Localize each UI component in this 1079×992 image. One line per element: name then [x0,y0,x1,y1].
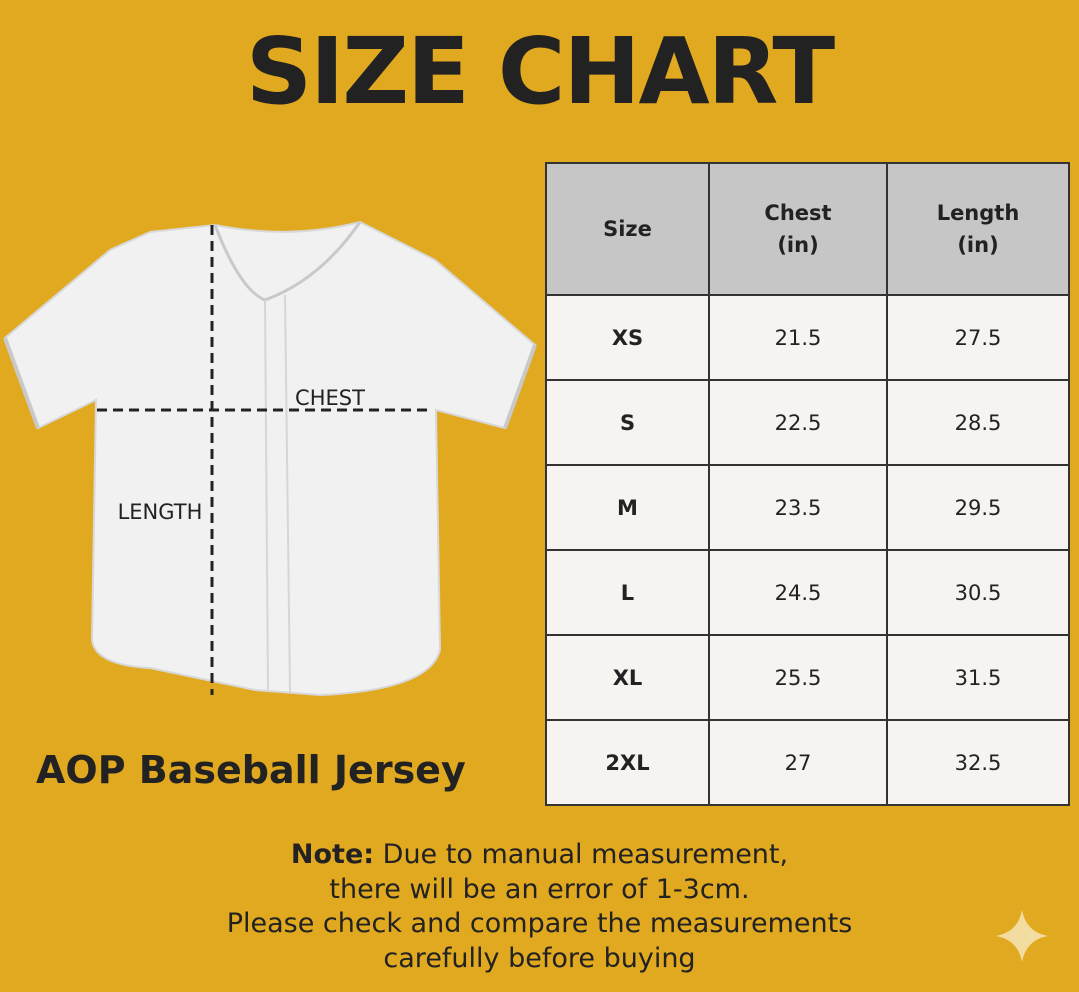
table-cell: L [545,549,710,636]
table-cell: 23.5 [708,464,888,551]
header-text: (in) [777,233,819,257]
product-name: AOP Baseball Jersey [36,748,466,792]
table-row: S 22.5 28.5 [545,379,1070,466]
table-cell: M [545,464,710,551]
table-cell: 27 [708,719,888,806]
table-cell: 27.5 [886,294,1070,381]
size-table: Size Chest (in) Length (in) XS 21.5 27.5 S 22.5 28… [545,162,1070,806]
table-cell: 21.5 [708,294,888,381]
table-cell: 30.5 [886,549,1070,636]
header-text: (in) [957,233,999,257]
table-cell: 24.5 [708,549,888,636]
sleeve-trim [3,337,537,429]
note-line: Please check and compare the measurement… [0,907,1079,942]
collar [213,221,362,302]
chest-label: CHEST [295,386,365,410]
table-cell: 28.5 [886,379,1070,466]
table-cell: 22.5 [708,379,888,466]
jersey-shape [3,220,537,697]
table-row: XS 21.5 27.5 [545,294,1070,381]
note-line: Note: Due to manual measurement, [0,838,1079,873]
note-text: Due to manual measurement, [382,839,789,870]
note-text: Please check and compare the measurement… [226,908,853,939]
table-row: L 24.5 30.5 [545,549,1070,636]
note-line: carefully before buying [0,942,1079,977]
header-text: Length [936,201,1020,225]
table-row: XL 25.5 31.5 [545,634,1070,721]
header-row: Size Chest (in) Length (in) [545,162,1070,296]
header-cell: Chest (in) [708,162,888,296]
length-label: LENGTH [118,500,203,524]
table-cell: 32.5 [886,719,1070,806]
title: SIZE CHART [245,18,835,125]
header-text: Chest [764,201,832,225]
jersey-diagram: CHEST LENGTH [3,220,537,697]
table-cell: XS [545,294,710,381]
header-cell: Size [545,162,710,296]
table-cell: 2XL [545,719,710,806]
sparkle [996,910,1048,962]
note-text: there will be an error of 1-3cm. [329,873,750,905]
table-cell: S [545,379,710,466]
placket [264,294,291,693]
table-row: 2XL 27 32.5 [545,719,1070,806]
table-cell: 31.5 [886,634,1070,721]
header-cell: Length (in) [886,162,1070,296]
note: Note: Due to manual measurement, there wi… [0,838,1079,976]
note-text: carefully before buying [383,942,696,974]
header-text: Size [603,217,652,241]
note-line: there will be an error of 1-3cm. [0,873,1079,908]
table-cell: XL [545,634,710,721]
table-row: M 23.5 29.5 [545,464,1070,551]
note-label: Note: [290,839,375,870]
sparkle-icon [996,910,1048,962]
table-cell: 25.5 [708,634,888,721]
table-cell: 29.5 [886,464,1070,551]
